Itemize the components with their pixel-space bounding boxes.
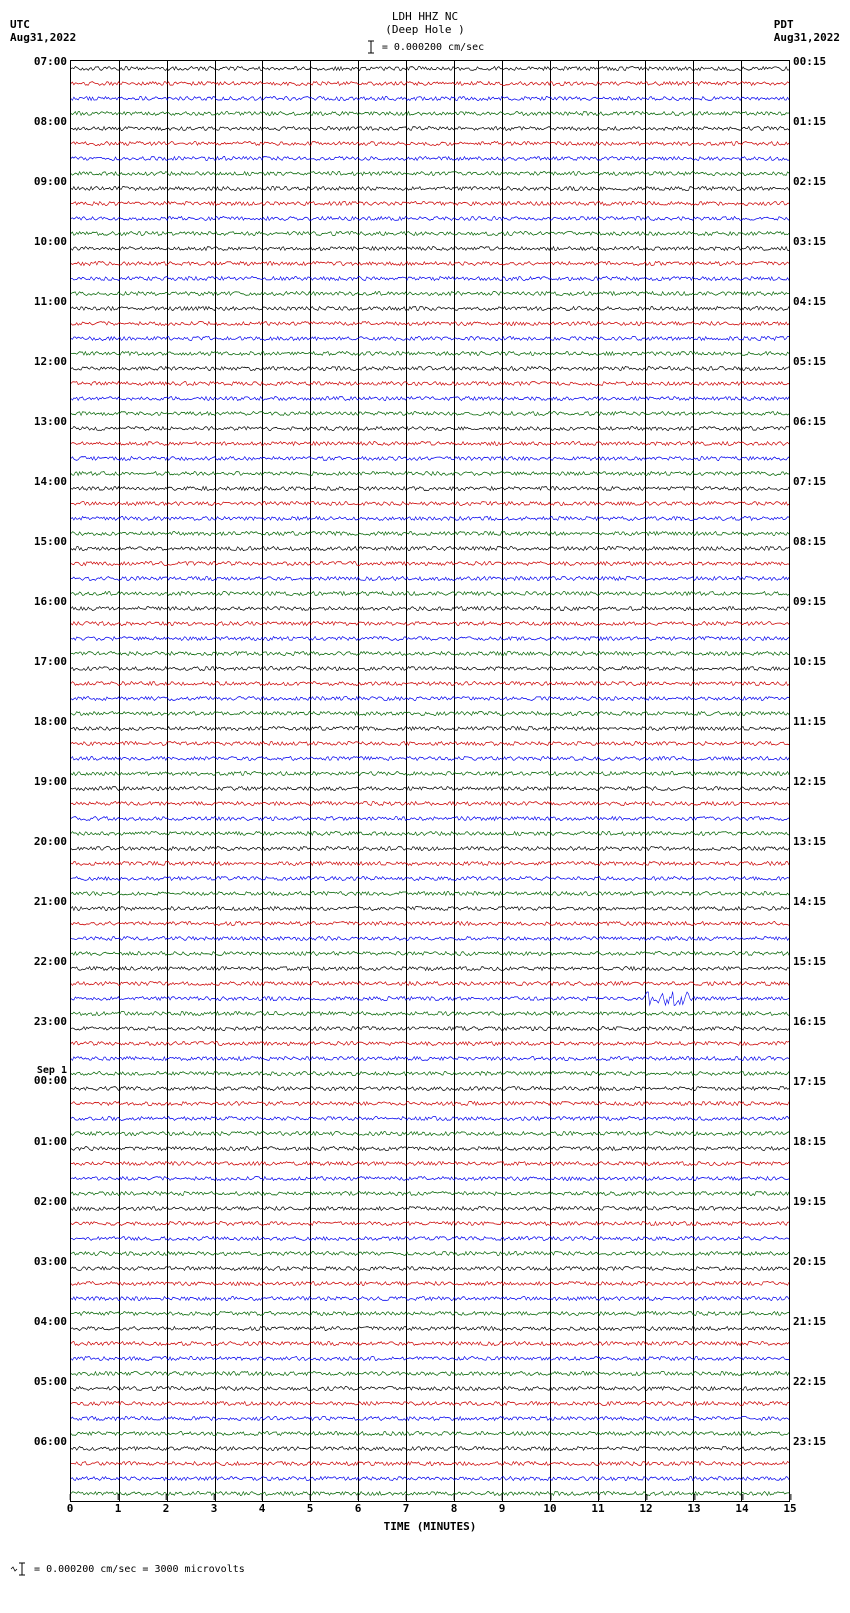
x-tick: 3 [211, 1502, 218, 1515]
x-tick: 1 [115, 1502, 122, 1515]
utc-time-label: 20:00 [11, 835, 67, 848]
x-axis: TIME (MINUTES) 0123456789101112131415 [70, 1502, 790, 1542]
pdt-time-label: 22:15 [793, 1375, 826, 1388]
utc-time-label: 09:00 [11, 175, 67, 188]
utc-time-label: 05:00 [11, 1375, 67, 1388]
utc-time-label: 22:00 [11, 955, 67, 968]
utc-time-label: 01:00 [11, 1135, 67, 1148]
scale-text: = 0.000200 cm/sec [382, 42, 484, 53]
pdt-time-label: 07:15 [793, 475, 826, 488]
right-timezone-block: PDT Aug31,2022 [774, 18, 840, 44]
utc-time-label: 12:00 [11, 355, 67, 368]
utc-time-label: 07:00 [11, 55, 67, 68]
x-tick: 9 [499, 1502, 506, 1515]
pdt-time-label: 02:15 [793, 175, 826, 188]
utc-time-label: 23:00 [11, 1015, 67, 1028]
station-location: (Deep Hole ) [10, 23, 840, 36]
pdt-time-label: 09:15 [793, 595, 826, 608]
utc-time-label: 11:00 [11, 295, 67, 308]
x-tick: 8 [451, 1502, 458, 1515]
seismogram-container: UTC Aug31,2022 LDH HHZ NC (Deep Hole ) =… [10, 10, 840, 1576]
pdt-time-label: 10:15 [793, 655, 826, 668]
utc-time-label: 18:00 [11, 715, 67, 728]
pdt-time-label: 04:15 [793, 295, 826, 308]
pdt-time-label: 16:15 [793, 1015, 826, 1028]
footer-text: = 0.000200 cm/sec = 3000 microvolts [34, 1564, 245, 1575]
plot-area: 07:0000:1508:0001:1509:0002:1510:0003:15… [10, 60, 840, 1542]
utc-time-label: 02:00 [11, 1195, 67, 1208]
title-block: LDH HHZ NC (Deep Hole ) = 0.000200 cm/se… [10, 10, 840, 54]
footer: = 0.000200 cm/sec = 3000 microvolts [10, 1562, 840, 1576]
utc-time-label: 21:00 [11, 895, 67, 908]
x-tick: 10 [543, 1502, 556, 1515]
pdt-time-label: 00:15 [793, 55, 826, 68]
pdt-time-label: 23:15 [793, 1435, 826, 1448]
left-timezone-block: UTC Aug31,2022 [10, 18, 76, 44]
x-tick: 7 [403, 1502, 410, 1515]
right-tz: PDT [774, 18, 840, 31]
trace-row [71, 1486, 789, 1501]
right-date: Aug31,2022 [774, 31, 840, 44]
pdt-time-label: 20:15 [793, 1255, 826, 1268]
utc-time-label: 08:00 [11, 115, 67, 128]
pdt-time-label: 15:15 [793, 955, 826, 968]
x-tick: 5 [307, 1502, 314, 1515]
station-code: LDH HHZ NC [10, 10, 840, 23]
pdt-time-label: 03:15 [793, 235, 826, 248]
pdt-time-label: 17:15 [793, 1075, 826, 1088]
pdt-time-label: 13:15 [793, 835, 826, 848]
utc-time-label: 17:00 [11, 655, 67, 668]
pdt-time-label: 19:15 [793, 1195, 826, 1208]
pdt-time-label: 05:15 [793, 355, 826, 368]
pdt-time-label: 14:15 [793, 895, 826, 908]
x-tick: 2 [163, 1502, 170, 1515]
pdt-time-label: 12:15 [793, 775, 826, 788]
utc-time-label: 19:00 [11, 775, 67, 788]
pdt-time-label: 18:15 [793, 1135, 826, 1148]
utc-time-label: 10:00 [11, 235, 67, 248]
x-tick: 0 [67, 1502, 74, 1515]
left-tz: UTC [10, 18, 76, 31]
x-tick: 12 [639, 1502, 652, 1515]
pdt-time-label: 21:15 [793, 1315, 826, 1328]
x-tick: 14 [735, 1502, 748, 1515]
x-tick: 4 [259, 1502, 266, 1515]
left-date: Aug31,2022 [10, 31, 76, 44]
utc-time-label: Sep 100:00 [11, 1065, 67, 1087]
x-tick: 6 [355, 1502, 362, 1515]
scale-indicator: = 0.000200 cm/sec [10, 40, 840, 54]
utc-time-label: 03:00 [11, 1255, 67, 1268]
header: UTC Aug31,2022 LDH HHZ NC (Deep Hole ) =… [10, 10, 840, 60]
x-tick: 11 [591, 1502, 604, 1515]
utc-time-label: 14:00 [11, 475, 67, 488]
pdt-time-label: 11:15 [793, 715, 826, 728]
seismogram-plot: 07:0000:1508:0001:1509:0002:1510:0003:15… [70, 60, 790, 1502]
pdt-time-label: 06:15 [793, 415, 826, 428]
utc-time-label: 13:00 [11, 415, 67, 428]
x-tick: 15 [783, 1502, 796, 1515]
utc-time-label: 04:00 [11, 1315, 67, 1328]
x-tick: 13 [687, 1502, 700, 1515]
utc-time-label: 06:00 [11, 1435, 67, 1448]
x-axis-label: TIME (MINUTES) [70, 1502, 790, 1533]
pdt-time-label: 01:15 [793, 115, 826, 128]
pdt-time-label: 08:15 [793, 535, 826, 548]
utc-time-label: 16:00 [11, 595, 67, 608]
utc-time-label: 15:00 [11, 535, 67, 548]
